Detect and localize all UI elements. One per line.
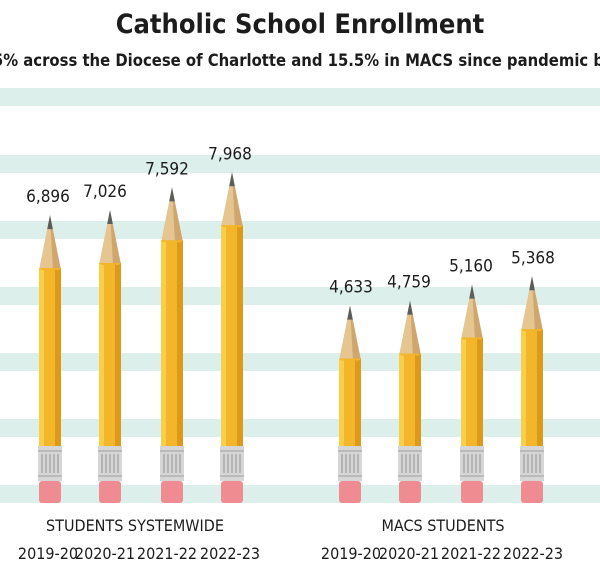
pencil-graphite <box>347 305 353 320</box>
x-tick-label: 2021-22 <box>137 544 197 563</box>
pencil-bar <box>38 215 62 503</box>
group-label: MACS STUDENTS <box>381 516 504 535</box>
pencil-body-shade <box>477 337 483 446</box>
pencil-body-shade <box>55 268 61 446</box>
grid-stripe <box>0 287 600 305</box>
pencil-paint-edge <box>461 337 484 340</box>
pencil-bar <box>520 276 544 503</box>
pencil-body-highlight <box>339 358 344 446</box>
pencil-wood-shade <box>472 284 483 340</box>
pencil-graphite <box>47 215 53 230</box>
pencil-wood-shade <box>532 276 543 332</box>
pencil-graphite <box>169 187 175 202</box>
data-label: 4,759 <box>387 273 431 293</box>
pencil-body-highlight <box>39 268 44 446</box>
pencil-eraser <box>161 481 183 503</box>
pencil-paint-edge <box>339 358 362 361</box>
pencil-eraser <box>39 481 61 503</box>
pencil-body-shade <box>415 353 421 446</box>
grid-stripe <box>0 221 600 239</box>
pencil-body-shade <box>115 262 121 446</box>
chart-subtitle: Up 15% across the Diocese of Charlotte a… <box>0 51 600 70</box>
pencil-bar <box>338 305 362 503</box>
pencil-body-highlight <box>399 353 404 446</box>
x-tick-label: 2019-20 <box>321 544 381 563</box>
pencil-wood-shade <box>50 215 61 271</box>
x-tick-label: 2022-23 <box>503 544 563 563</box>
pencil-graphite <box>529 276 535 291</box>
pencil-graphite <box>407 300 413 315</box>
grid-stripe <box>0 88 600 106</box>
pencil-paint-edge <box>221 225 243 228</box>
chart-title: Catholic School Enrollment <box>116 9 485 40</box>
data-label: 6,896 <box>26 187 70 207</box>
pencil-paint-edge <box>99 262 122 265</box>
pencil-bars <box>38 172 544 503</box>
chart-labels: STUDENTS SYSTEMWIDE 6,896 2019-20 7,026 2020… <box>18 144 563 563</box>
data-label: 4,633 <box>329 278 373 298</box>
data-label: 7,592 <box>145 159 189 179</box>
pencil-body-shade <box>537 329 543 446</box>
pencil-bar <box>98 209 122 503</box>
pencil-body-highlight <box>99 262 104 446</box>
pencil-body-highlight <box>461 337 466 446</box>
pencil-eraser <box>521 481 543 503</box>
pencil-paint-edge <box>521 329 543 332</box>
x-tick-label: 2022-23 <box>200 544 260 563</box>
pencil-body-highlight <box>161 240 166 446</box>
data-label: 7,968 <box>208 144 252 164</box>
pencil-wood-shade <box>410 300 421 356</box>
grid-stripe <box>0 485 600 503</box>
pencil-graphite <box>229 172 235 187</box>
pencil-paint-edge <box>161 240 183 243</box>
pencil-body-shade <box>355 358 361 446</box>
pencil-graphite <box>107 209 113 224</box>
background-stripes <box>0 88 600 503</box>
pencil-eraser <box>221 481 243 503</box>
pencil-wood-shade <box>350 305 361 361</box>
grid-stripe <box>0 419 600 437</box>
x-tick-label: 2021-22 <box>441 544 501 563</box>
pencil-bar <box>460 284 484 503</box>
x-tick-label: 2020-21 <box>75 544 135 563</box>
pencil-eraser <box>399 481 421 503</box>
x-tick-label: 2020-21 <box>379 544 439 563</box>
pencil-bar <box>220 172 244 503</box>
pencil-eraser <box>339 481 361 503</box>
pencil-body-shade <box>237 225 243 446</box>
pencil-graphite <box>469 284 475 299</box>
pencil-body-highlight <box>521 329 526 446</box>
data-label: 5,368 <box>511 248 555 268</box>
pencil-body-highlight <box>221 225 226 446</box>
pencil-bar <box>398 300 422 503</box>
pencil-body-shade <box>177 240 183 446</box>
pencil-paint-edge <box>39 268 61 271</box>
pencil-eraser <box>99 481 121 503</box>
grid-stripe <box>0 353 600 371</box>
pencil-bar <box>160 187 184 503</box>
x-tick-label: 2019-20 <box>18 544 78 563</box>
grid-stripe <box>0 155 600 173</box>
data-label: 7,026 <box>83 182 127 202</box>
data-label: 5,160 <box>449 257 493 277</box>
group-label: STUDENTS SYSTEMWIDE <box>46 516 224 535</box>
pencil-paint-edge <box>399 353 422 356</box>
pencil-eraser <box>461 481 483 503</box>
